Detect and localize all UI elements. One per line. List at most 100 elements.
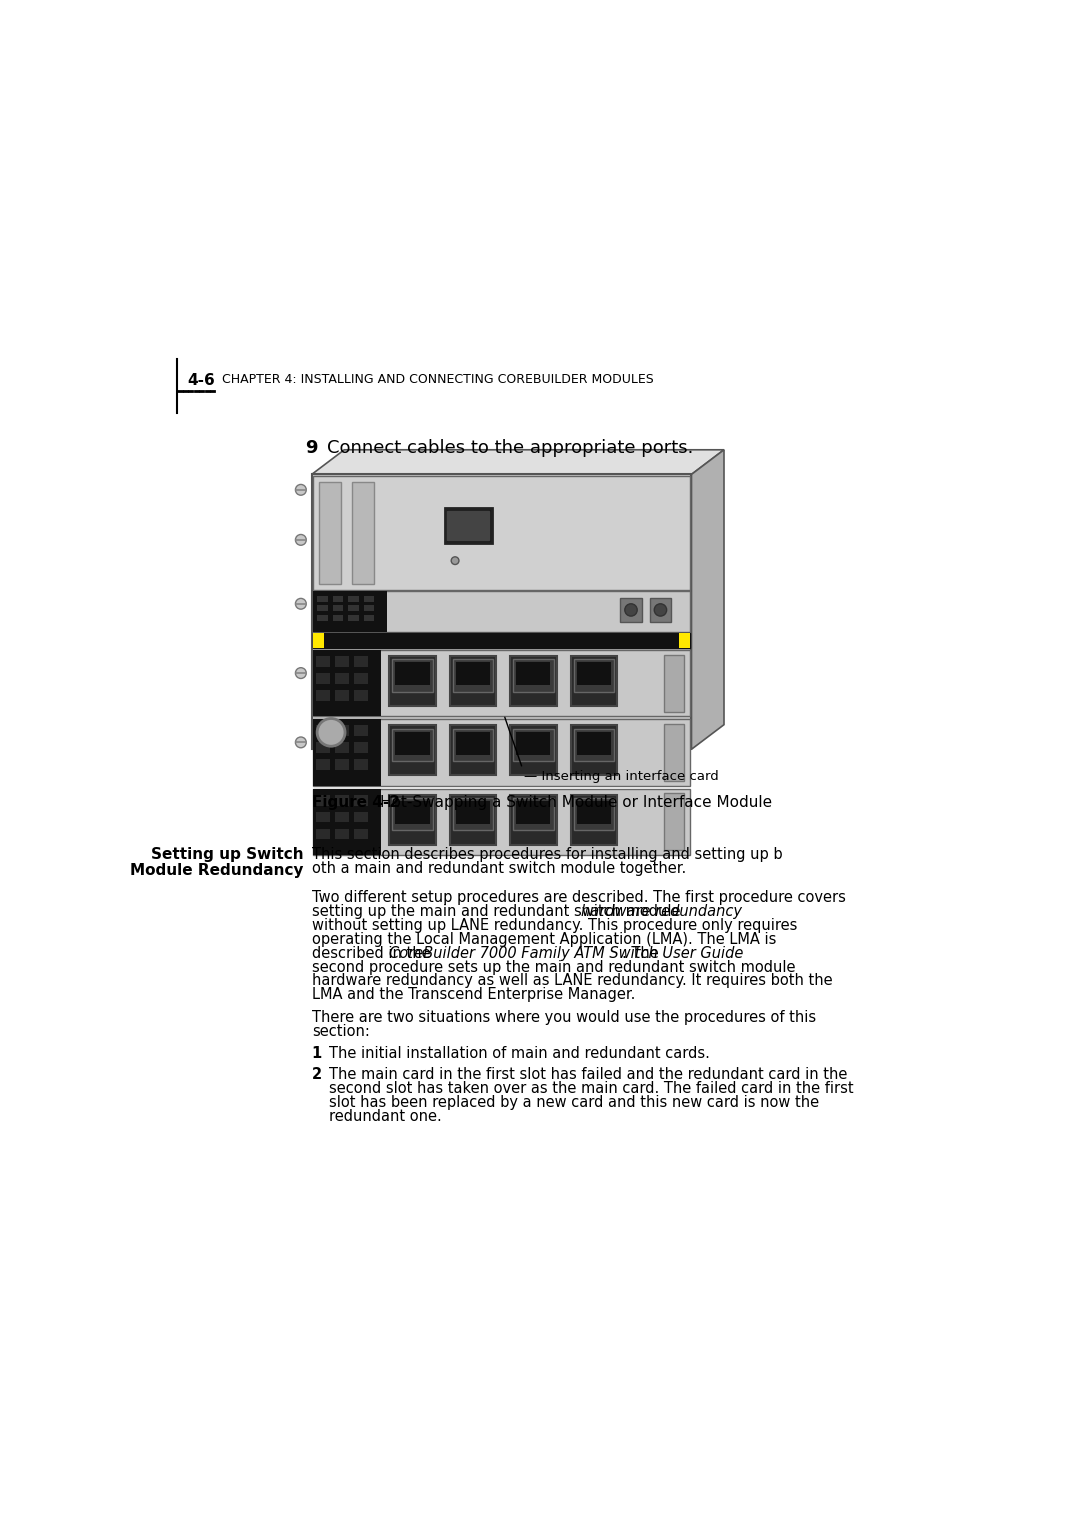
Text: slot has been replaced by a new card and this new card is now the: slot has been replaced by a new card and…	[328, 1096, 819, 1109]
Bar	[445, 509, 491, 542]
Bar	[510, 795, 556, 845]
Bar	[395, 732, 430, 755]
Text: There are two situations where you would use the procedures of this: There are two situations where you would…	[312, 1010, 815, 1025]
Bar	[335, 828, 349, 839]
Bar	[449, 795, 496, 845]
Circle shape	[296, 535, 307, 545]
Bar	[316, 691, 330, 701]
Circle shape	[296, 668, 307, 678]
Bar	[447, 512, 489, 539]
Bar	[348, 614, 359, 620]
Bar	[364, 614, 375, 620]
Bar	[335, 656, 349, 666]
Text: redundant one.: redundant one.	[328, 1109, 442, 1125]
Bar	[392, 798, 433, 830]
Bar	[318, 596, 328, 602]
Text: Two different setup procedures are described. The first procedure covers: Two different setup procedures are descr…	[312, 891, 846, 905]
Bar	[316, 759, 330, 770]
Bar	[364, 596, 375, 602]
Bar	[513, 729, 554, 761]
Bar	[577, 801, 611, 824]
Bar	[570, 726, 617, 776]
Bar	[389, 795, 435, 845]
Bar	[353, 726, 367, 736]
Bar	[353, 795, 367, 805]
Bar	[335, 759, 349, 770]
Bar	[313, 475, 690, 590]
Bar	[316, 795, 330, 805]
Text: 1: 1	[312, 1045, 322, 1060]
Bar	[663, 724, 684, 781]
Bar	[456, 662, 490, 686]
Bar	[649, 597, 672, 622]
Text: second procedure sets up the main and redundant switch module: second procedure sets up the main and re…	[312, 960, 795, 975]
Bar	[516, 732, 551, 755]
Bar	[573, 798, 613, 830]
Bar	[389, 726, 435, 776]
Bar	[395, 662, 430, 686]
Bar	[313, 633, 690, 648]
Bar	[348, 605, 359, 611]
Text: Connect cables to the appropriate ports.: Connect cables to the appropriate ports.	[327, 439, 693, 457]
Bar	[335, 691, 349, 701]
Bar	[353, 656, 367, 666]
Bar	[333, 614, 343, 620]
Bar	[316, 726, 330, 736]
Text: — Inserting an interface card: — Inserting an interface card	[524, 770, 719, 782]
Bar	[313, 649, 381, 717]
Bar	[316, 811, 330, 822]
Bar	[333, 605, 343, 611]
Bar	[577, 662, 611, 686]
Bar	[335, 811, 349, 822]
Bar	[456, 801, 490, 824]
Bar	[516, 801, 551, 824]
Text: Module Redundancy: Module Redundancy	[131, 862, 303, 877]
Bar	[313, 720, 690, 785]
Text: Figure 4-2: Figure 4-2	[312, 795, 400, 810]
Text: hardware redundancy: hardware redundancy	[581, 905, 742, 918]
Bar	[395, 801, 430, 824]
Bar	[620, 597, 642, 622]
Bar	[335, 726, 349, 736]
Circle shape	[451, 556, 459, 564]
Circle shape	[318, 718, 345, 746]
Circle shape	[296, 736, 307, 747]
Bar	[316, 656, 330, 666]
Bar	[333, 596, 343, 602]
Bar	[663, 793, 684, 850]
Bar	[313, 591, 690, 631]
Circle shape	[654, 604, 666, 616]
Bar	[453, 729, 494, 761]
Text: Setting up Switch: Setting up Switch	[151, 847, 303, 862]
Bar	[353, 828, 367, 839]
Bar	[573, 729, 613, 761]
Bar	[449, 726, 496, 776]
Bar	[353, 811, 367, 822]
Polygon shape	[691, 449, 724, 749]
Text: 2: 2	[312, 1068, 322, 1082]
Bar	[392, 659, 433, 692]
Bar	[335, 795, 349, 805]
Bar	[570, 795, 617, 845]
Bar	[313, 649, 690, 717]
Bar	[353, 759, 367, 770]
Circle shape	[625, 604, 637, 616]
Text: operating the Local Management Application (LMA). The LMA is: operating the Local Management Applicati…	[312, 932, 777, 947]
Text: Hot-Swapping a Switch Module or Interface Module: Hot-Swapping a Switch Module or Interfac…	[380, 795, 772, 810]
Text: 9: 9	[306, 439, 318, 457]
Bar	[318, 614, 328, 620]
Text: LMA and the Transcend Enterprise Manager.: LMA and the Transcend Enterprise Manager…	[312, 987, 635, 1002]
Text: This section describes procedures for installing and setting up b: This section describes procedures for in…	[312, 847, 782, 862]
Bar	[513, 659, 554, 692]
Text: The initial installation of main and redundant cards.: The initial installation of main and red…	[328, 1045, 710, 1060]
Bar	[453, 798, 494, 830]
Bar	[389, 656, 435, 706]
Text: 4-6: 4-6	[188, 373, 215, 388]
Bar	[352, 483, 374, 584]
Bar	[453, 659, 494, 692]
Text: hardware redundancy as well as LANE redundancy. It requires both the: hardware redundancy as well as LANE redu…	[312, 973, 833, 989]
Bar	[348, 596, 359, 602]
Bar	[392, 729, 433, 761]
Bar	[335, 743, 349, 753]
Bar	[516, 662, 551, 686]
